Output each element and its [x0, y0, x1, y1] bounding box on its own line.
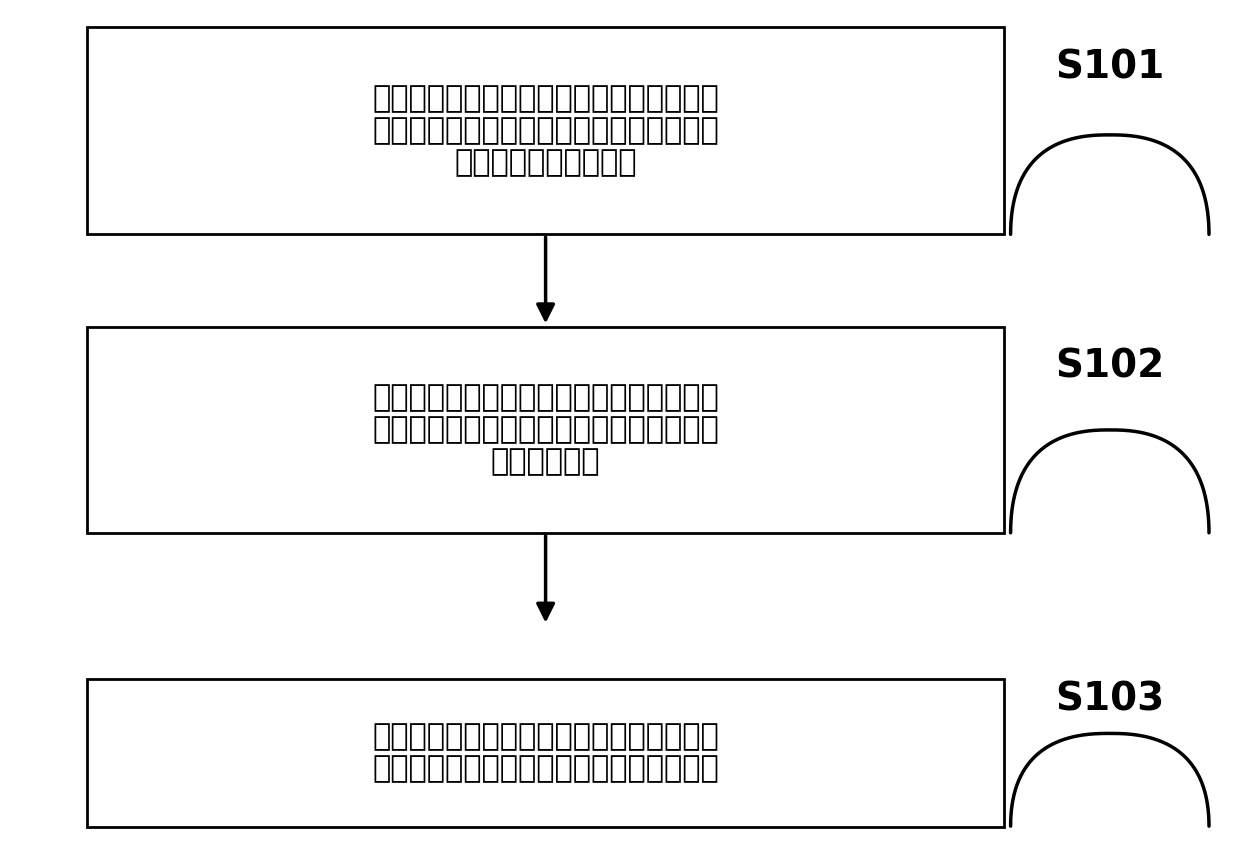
FancyBboxPatch shape [87, 326, 1004, 533]
Text: 接收出风温度调节指令，出风温度调节指令: 接收出风温度调节指令，出风温度调节指令 [372, 84, 719, 113]
Text: 根据第一目标开度和第二目标开度分别调节: 根据第一目标开度和第二目标开度分别调节 [372, 722, 719, 751]
Text: 包括第一风机对应的第一出风温度和第二风: 包括第一风机对应的第一出风温度和第二风 [372, 116, 719, 145]
Text: S102: S102 [1055, 347, 1164, 386]
Text: S103: S103 [1055, 680, 1164, 719]
Text: 机对应的第二出风温度: 机对应的第二出风温度 [454, 148, 637, 177]
Text: 第二目标开度: 第二目标开度 [491, 448, 600, 476]
Text: S101: S101 [1055, 48, 1164, 87]
FancyBboxPatch shape [87, 679, 1004, 826]
Text: 节流装置的第一目标开度和第二节流装置的: 节流装置的第一目标开度和第二节流装置的 [372, 416, 719, 444]
Text: 根据第一出风温度和第二出风温度确定第一: 根据第一出风温度和第二出风温度确定第一 [372, 384, 719, 412]
FancyBboxPatch shape [87, 27, 1004, 234]
Text: 第一节流装置的开度和第二节流装置的开度: 第一节流装置的开度和第二节流装置的开度 [372, 754, 719, 783]
